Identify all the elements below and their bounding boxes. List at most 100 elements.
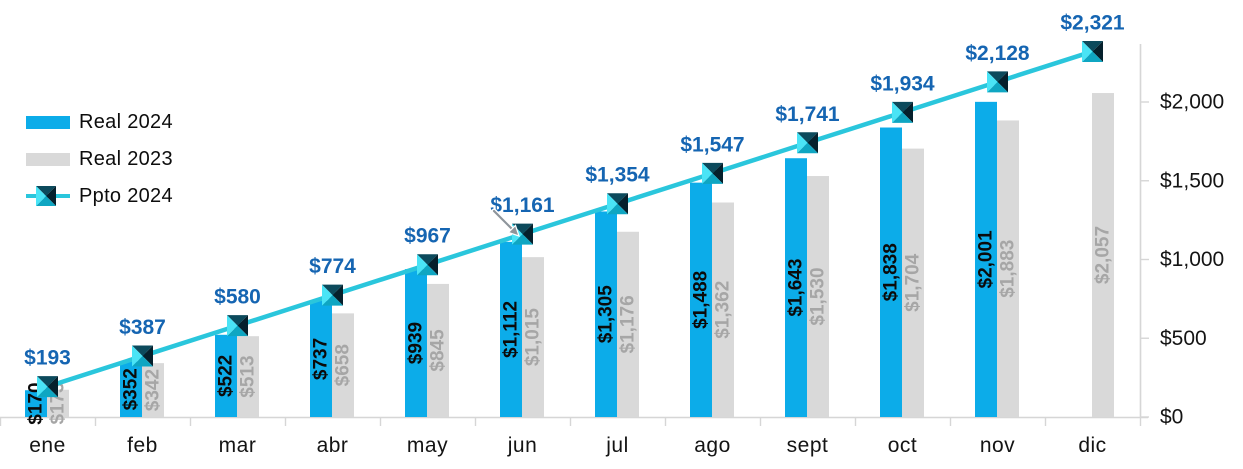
x-axis-label-ene: ene bbox=[29, 434, 66, 457]
bar-label-real-2023-jun: $1,015 bbox=[523, 308, 544, 367]
x-axis-label-mar: mar bbox=[219, 434, 257, 457]
line-series: $193 $387 $580 $774 $967 $1,161 $1,354 $1,547 $1… bbox=[24, 11, 1125, 398]
bar-label-real-2024-mar: $522 bbox=[216, 355, 237, 397]
bar-real-2024-jun[interactable] bbox=[500, 241, 522, 417]
line-label-jul: $1,354 bbox=[585, 164, 650, 187]
x-axis-label-dic: dic bbox=[1078, 434, 1106, 457]
x-axis-label-feb: feb bbox=[127, 434, 158, 457]
legend-item-ppto-2024[interactable]: Ppto 2024 bbox=[26, 186, 173, 206]
line-label-abr: $774 bbox=[309, 255, 356, 278]
bar-real-2023-nov[interactable] bbox=[997, 120, 1019, 418]
bar-label-real-2024-oct: $1,838 bbox=[881, 243, 902, 301]
bar-real-2023-jul[interactable] bbox=[617, 231, 639, 417]
bar-label-real-2024-jun: $1,112 bbox=[501, 301, 522, 358]
y-axis-tick-label: $1,000 bbox=[1160, 248, 1224, 271]
bar-real-2024-sept[interactable] bbox=[785, 158, 807, 418]
line-label-nov: $2,128 bbox=[965, 42, 1030, 65]
line-marker-nov[interactable] bbox=[987, 71, 1008, 93]
bar-label-real-2023-nov: $1,883 bbox=[998, 240, 1019, 298]
bar-real-2023-oct[interactable] bbox=[902, 148, 924, 417]
bar-label-real-2023-feb: $342 bbox=[143, 369, 164, 411]
y-axis-tick-label: $1,500 bbox=[1160, 169, 1224, 192]
x-axis-label-ago: ago bbox=[694, 434, 731, 457]
line-marker-ago[interactable] bbox=[702, 162, 723, 184]
x-axis-label-nov: nov bbox=[980, 434, 1015, 457]
bar-label-real-2023-dic: $2,057 bbox=[1093, 226, 1114, 284]
bar-real-2023-dic[interactable] bbox=[1092, 93, 1114, 418]
line-marker-ene[interactable] bbox=[37, 376, 58, 398]
legend-item-real-2023[interactable]: Real 2023 bbox=[26, 149, 173, 169]
legend-marker-glyph bbox=[36, 186, 56, 206]
bar-real-2024-abr[interactable] bbox=[310, 300, 332, 417]
bar-label-real-2023-mar: $513 bbox=[238, 355, 259, 397]
bar-real-2023-abr[interactable] bbox=[332, 313, 354, 417]
y-axis-tick-label: $2,000 bbox=[1160, 91, 1224, 114]
x-axis-label-jul: jul bbox=[605, 434, 629, 457]
x-axis-label-may: may bbox=[407, 434, 448, 457]
bar-label-real-2023-abr: $658 bbox=[333, 344, 354, 386]
bar-label-real-2024-sept: $1,643 bbox=[786, 259, 807, 317]
bar-label-real-2023-sept: $1,530 bbox=[808, 267, 829, 325]
bar-label-real-2023-ago: $1,362 bbox=[713, 281, 734, 339]
line-marker-dic[interactable] bbox=[1082, 40, 1103, 62]
line-label-mar: $580 bbox=[214, 286, 261, 309]
bar-real-2023-mar[interactable] bbox=[237, 336, 259, 417]
bar-real-2024-jul[interactable] bbox=[595, 211, 617, 417]
bar-real-2024-mar[interactable] bbox=[215, 334, 237, 417]
line-label-sept: $1,741 bbox=[775, 103, 840, 126]
line-marker-oct[interactable] bbox=[892, 101, 913, 123]
legend-swatch-real-2023-icon bbox=[26, 152, 70, 166]
line-marker-jul[interactable] bbox=[607, 193, 628, 215]
bar-label-real-2024-nov: $2,001 bbox=[976, 230, 997, 289]
line-marker-may[interactable] bbox=[417, 254, 438, 276]
line-marker-sept[interactable] bbox=[797, 132, 818, 154]
bar-real-2024-ago[interactable] bbox=[690, 182, 712, 417]
bar-label-real-2024-abr: $737 bbox=[311, 338, 332, 380]
bar-label-real-2023-oct: $1,704 bbox=[903, 253, 924, 312]
bar-label-real-2023-jul: $1,176 bbox=[618, 295, 639, 353]
bar-real-2023-ago[interactable] bbox=[712, 202, 734, 417]
line-label-jun: $1,161 bbox=[490, 194, 555, 217]
legend-line-marker-icon bbox=[26, 186, 70, 206]
chart-legend: Real 2024 Real 2023 Ppto 2024 bbox=[26, 112, 173, 206]
bar-real-2023-sept[interactable] bbox=[807, 176, 829, 417]
bar-real-2024-may[interactable] bbox=[405, 269, 427, 417]
x-axis-label-abr: abr bbox=[317, 434, 349, 457]
line-marker-abr[interactable] bbox=[322, 284, 343, 306]
line-marker-feb[interactable] bbox=[132, 345, 153, 367]
bar-real-2024-feb[interactable] bbox=[120, 361, 142, 417]
legend-label-ppto-2024: Ppto 2024 bbox=[79, 185, 173, 207]
legend-label-real-2024: Real 2024 bbox=[79, 111, 173, 133]
legend-item-real-2024[interactable]: Real 2024 bbox=[26, 112, 173, 132]
legend-swatch-real-2024-icon bbox=[26, 115, 70, 129]
line-label-ago: $1,547 bbox=[680, 133, 744, 156]
x-axis-label-oct: oct bbox=[888, 434, 918, 457]
bar-label-real-2024-may: $939 bbox=[406, 322, 427, 364]
bar-label-real-2023-may: $845 bbox=[428, 329, 449, 372]
bar-real-2023-feb[interactable] bbox=[142, 363, 164, 417]
x-axis-label-sept: sept bbox=[787, 434, 829, 457]
legend-label-real-2023: Real 2023 bbox=[79, 148, 173, 170]
line-label-may: $967 bbox=[404, 225, 451, 248]
bar-series: $170 $173 $352 $342 $522 $513 $737 $658$939 $845… bbox=[25, 93, 1114, 425]
line-marker-mar[interactable] bbox=[227, 315, 248, 337]
line-label-oct: $1,934 bbox=[870, 72, 935, 95]
bar-real-2024-oct[interactable] bbox=[880, 127, 902, 417]
line-marker-jun[interactable] bbox=[512, 223, 533, 245]
bar-label-real-2024-feb: $352 bbox=[121, 368, 142, 410]
y-axis-tick-label: $0 bbox=[1160, 406, 1183, 429]
line-label-dic: $2,321 bbox=[1060, 11, 1125, 34]
y-axis-tick-label: $500 bbox=[1160, 327, 1207, 350]
x-axis-label-jun: jun bbox=[507, 434, 538, 457]
bar-real-2023-jun[interactable] bbox=[522, 257, 544, 417]
bar-label-real-2024-jul: $1,305 bbox=[596, 285, 617, 344]
axes: $0 $500 $1,000 $1,500 $2,000 bbox=[0, 44, 1224, 429]
line-label-feb: $387 bbox=[119, 316, 166, 339]
ppto-line[interactable] bbox=[45, 49, 1095, 389]
bar-real-2023-may[interactable] bbox=[427, 283, 449, 417]
bar-real-2024-nov[interactable] bbox=[975, 101, 997, 417]
line-label-ene: $193 bbox=[24, 347, 71, 370]
bar-label-real-2024-ago: $1,488 bbox=[691, 271, 712, 329]
